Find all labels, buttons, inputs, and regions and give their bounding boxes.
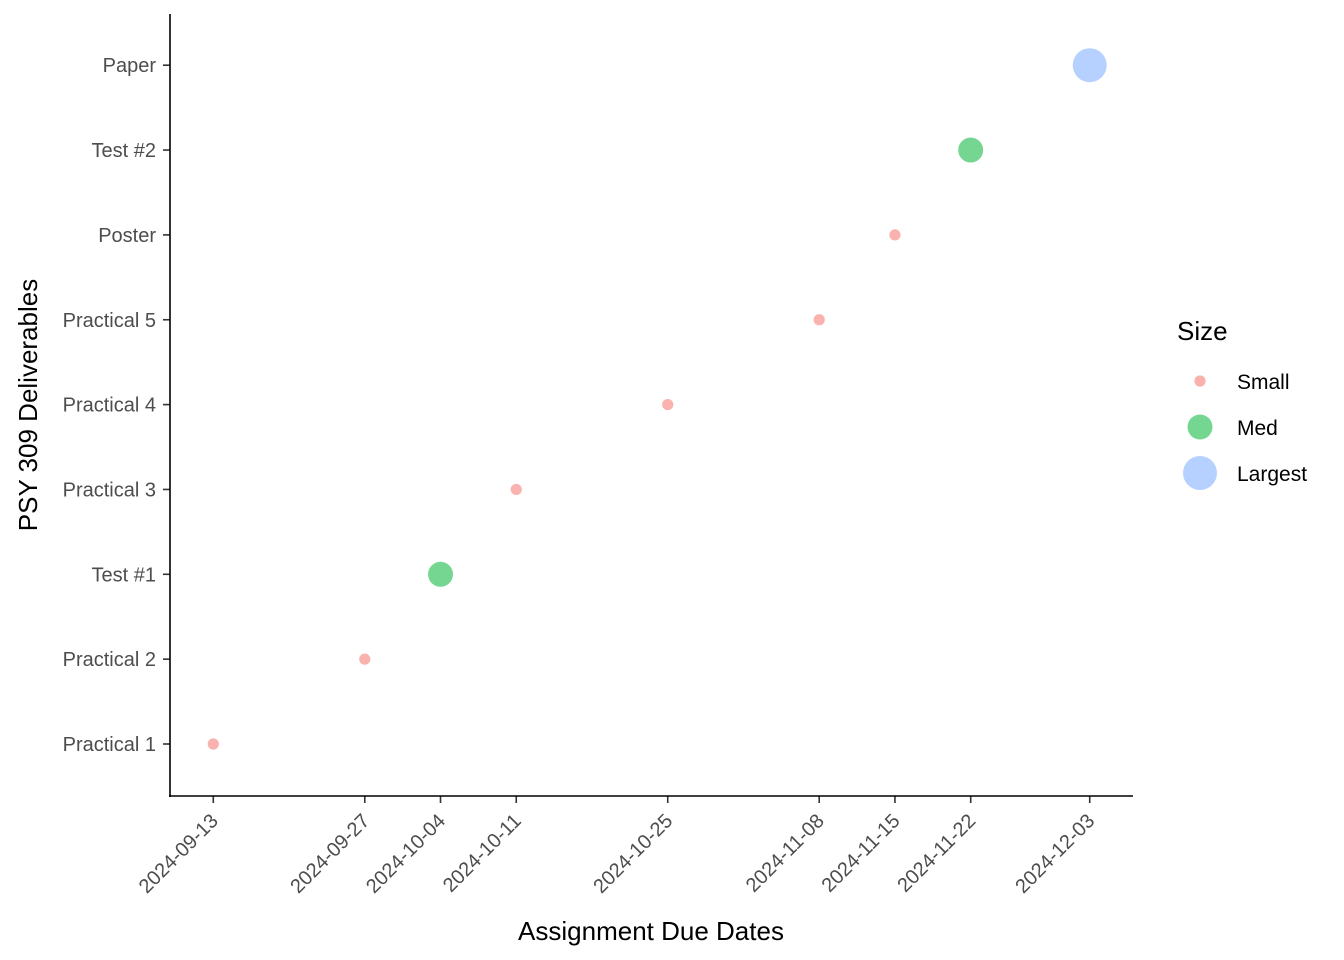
x-tick-label: 2024-10-04 [362, 810, 450, 898]
y-tick-label: Practical 4 [63, 395, 156, 417]
data-points [207, 48, 1107, 750]
data-point-med [428, 561, 454, 587]
legend-key-med [1187, 414, 1213, 440]
legend-label-largest: Largest [1237, 463, 1307, 486]
legend-key-largest [1183, 456, 1217, 490]
data-point-small [510, 483, 522, 496]
x-axis: 2024-09-13 2024-09-272024-10-042024-10-11… [135, 796, 1099, 898]
x-tick-label: 2024-09-27 [286, 810, 374, 898]
x-tick-label: 2024-10-25 [589, 810, 677, 898]
data-point-med [958, 137, 984, 163]
y-tick-label: Practical 3 [63, 479, 156, 501]
x-tick-label: 2024-09-13 [135, 810, 223, 898]
y-axis: Practical 1 Practical 2 Test #1 Practical 3… [63, 55, 170, 756]
x-tick-label: 2024-11-08 [742, 810, 829, 897]
data-point-small [889, 229, 901, 241]
x-axis-title: Assignment Due Dates [518, 916, 784, 946]
data-point-small [359, 653, 371, 665]
data-point-small [813, 314, 825, 326]
legend-label-med: Med [1237, 417, 1278, 440]
legend-title: Size [1177, 316, 1228, 346]
data-point-largest [1072, 48, 1107, 83]
y-tick-label: Practical 1 [63, 734, 156, 756]
legend: Size Small Med Largest [1177, 316, 1307, 490]
x-tick-label: 2024-12-03 [1011, 810, 1099, 898]
y-axis-title: PSY 309 Deliverables [13, 279, 43, 531]
x-tick-label: 2024-11-22 [893, 810, 980, 897]
y-tick-label: Paper [103, 55, 157, 77]
y-tick-label: Test #1 [92, 564, 156, 586]
data-point-small [207, 738, 219, 750]
x-tick-label: 2024-11-15 [818, 810, 905, 897]
legend-key-small [1194, 375, 1206, 387]
y-tick-label: Practical 5 [63, 310, 156, 332]
y-tick-label: Poster [98, 225, 156, 247]
y-tick-label: Practical 2 [63, 649, 156, 671]
x-tick-label: 2024-10-11 [439, 810, 526, 897]
legend-label-small: Small [1237, 371, 1290, 394]
y-tick-label: Test #2 [92, 140, 156, 162]
data-point-small [662, 399, 674, 411]
